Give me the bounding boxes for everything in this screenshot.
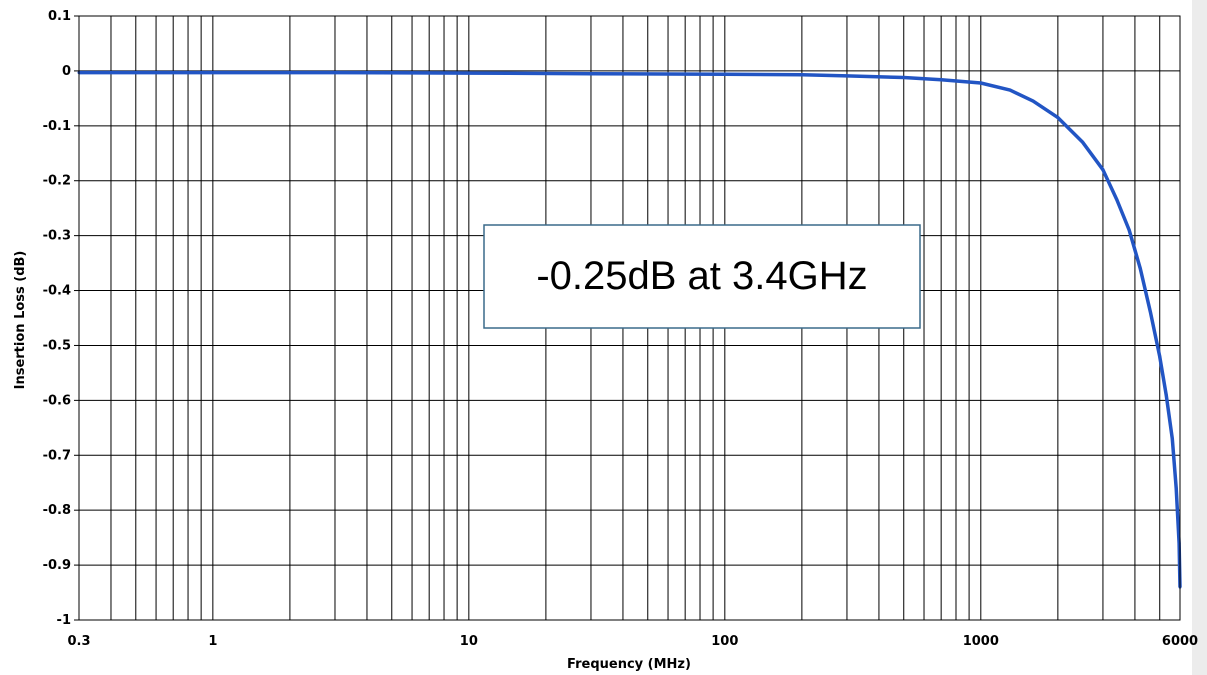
- y-tick-labels: 0.1 0 -0.1 -0.2 -0.3 -0.4 -0.5 -0.6 -0.7 -0.8 -0.9…: [43, 9, 79, 628]
- data-point: [800, 73, 804, 77]
- data-point: [939, 78, 943, 82]
- data-point: [723, 72, 727, 76]
- y-tick-label: 0: [62, 64, 71, 79]
- y-tick-label: -0.9: [43, 558, 71, 573]
- data-point: [902, 76, 906, 79]
- annotation-frame: [483, 224, 921, 329]
- annotation-text: -0.25dB at 3.4GHz: [536, 254, 867, 298]
- data-point: [589, 72, 593, 76]
- x-tick-label: 1: [208, 634, 217, 649]
- x-axis-label: Frequency (MHz): [567, 657, 691, 672]
- data-point: [1056, 116, 1060, 120]
- y-tick-label: -0.8: [43, 503, 71, 518]
- data-point: [1149, 311, 1152, 314]
- x-tick-label: 0.3: [67, 634, 90, 649]
- data-point: [1115, 198, 1119, 202]
- data-point: [845, 74, 849, 78]
- data-point: [1138, 267, 1142, 271]
- series-group: [77, 70, 1182, 589]
- data-point: [467, 71, 471, 75]
- y-tick-label: -0.6: [43, 393, 71, 408]
- data-point: [211, 71, 215, 75]
- y-tick-label: -0.4: [43, 284, 71, 299]
- window-edge-strip: [1192, 0, 1207, 675]
- data-point: [1031, 99, 1035, 103]
- data-point: [1174, 486, 1178, 490]
- annotation-box: -0.25dB at 3.4GHz: [483, 224, 921, 329]
- y-tick-label: -0.7: [43, 448, 71, 463]
- x-tick-label: 6000: [1162, 634, 1198, 649]
- data-point: [1127, 228, 1131, 232]
- y-tick-label: 0.1: [48, 9, 71, 24]
- y-tick-label: -0.1: [43, 119, 71, 134]
- data-point: [1008, 88, 1012, 92]
- y-tick-label: -0.3: [43, 229, 71, 244]
- data-point: [1081, 140, 1085, 144]
- plot-frame: [78, 15, 1181, 621]
- x-tick-label: 1000: [963, 634, 999, 649]
- data-point: [1101, 168, 1105, 172]
- x-tick-label: 10: [460, 634, 478, 649]
- x-tick-label: 100: [711, 634, 738, 649]
- data-point: [979, 81, 983, 85]
- data-point: [333, 71, 337, 75]
- y-tick-label: -0.5: [43, 338, 71, 353]
- x-tick-labels: 0.3 1 10 100 1000 6000: [67, 634, 1198, 649]
- y-axis-label: Insertion Loss (dB): [13, 251, 28, 390]
- data-point: [1164, 393, 1168, 397]
- grid-lines: [78, 15, 1181, 621]
- y-tick-label: -1: [57, 613, 71, 628]
- data-point: [1158, 354, 1162, 358]
- insertion-loss-line: [79, 70, 1182, 588]
- y-tick-label: -0.2: [43, 174, 71, 189]
- data-point: [1170, 437, 1174, 441]
